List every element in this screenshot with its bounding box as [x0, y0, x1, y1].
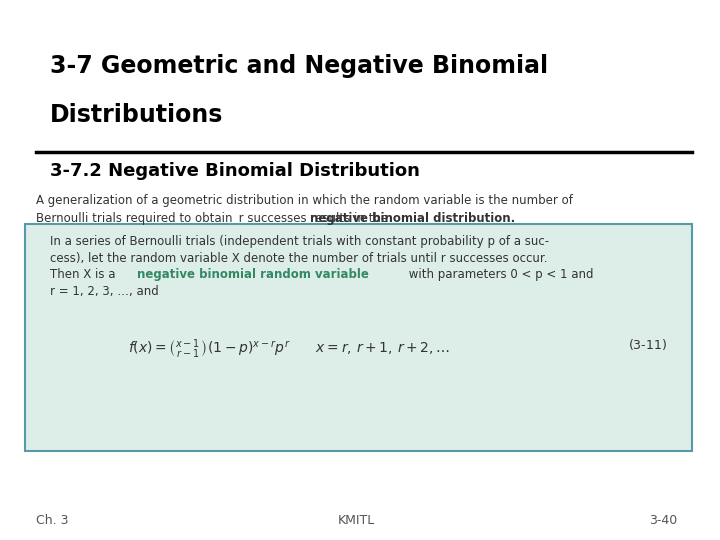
Text: Ch. 3: Ch. 3	[36, 514, 68, 526]
Text: A generalization of a geometric distribution in which the random variable is the: A generalization of a geometric distribu…	[36, 194, 572, 207]
Text: 3-7 Geometric and Negative Binomial: 3-7 Geometric and Negative Binomial	[50, 54, 548, 78]
Text: negative binomial random variable: negative binomial random variable	[137, 268, 369, 281]
FancyBboxPatch shape	[25, 224, 692, 451]
Text: Bernoulli trials required to obtain  r successes results in the: Bernoulli trials required to obtain r su…	[36, 212, 392, 225]
Text: 3-7.2 Negative Binomial Distribution: 3-7.2 Negative Binomial Distribution	[50, 162, 420, 180]
Text: In a series of Bernoulli trials (independent trials with constant probability p : In a series of Bernoulli trials (indepen…	[50, 235, 549, 248]
Text: with parameters 0 < p < 1 and: with parameters 0 < p < 1 and	[405, 268, 593, 281]
Text: Then X is a: Then X is a	[50, 268, 120, 281]
Text: negative binomial distribution.: negative binomial distribution.	[310, 212, 516, 225]
Text: 3-40: 3-40	[649, 514, 678, 526]
Text: Distributions: Distributions	[50, 103, 223, 126]
Text: KMITL: KMITL	[338, 514, 375, 526]
Text: $f(x) = \binom{x-1}{r-1}(1-p)^{x-r}p^r$$\quad\quad x = r,\, r+1,\, r+2,\ldots$: $f(x) = \binom{x-1}{r-1}(1-p)^{x-r}p^r$$…	[128, 338, 451, 361]
Text: $(3\text{-}11)$: $(3\text{-}11)$	[628, 338, 667, 353]
Text: cess), let the random variable X denote the number of trials until r successes o: cess), let the random variable X denote …	[50, 252, 547, 265]
Text: r = 1, 2, 3, …, and: r = 1, 2, 3, …, and	[50, 285, 158, 298]
